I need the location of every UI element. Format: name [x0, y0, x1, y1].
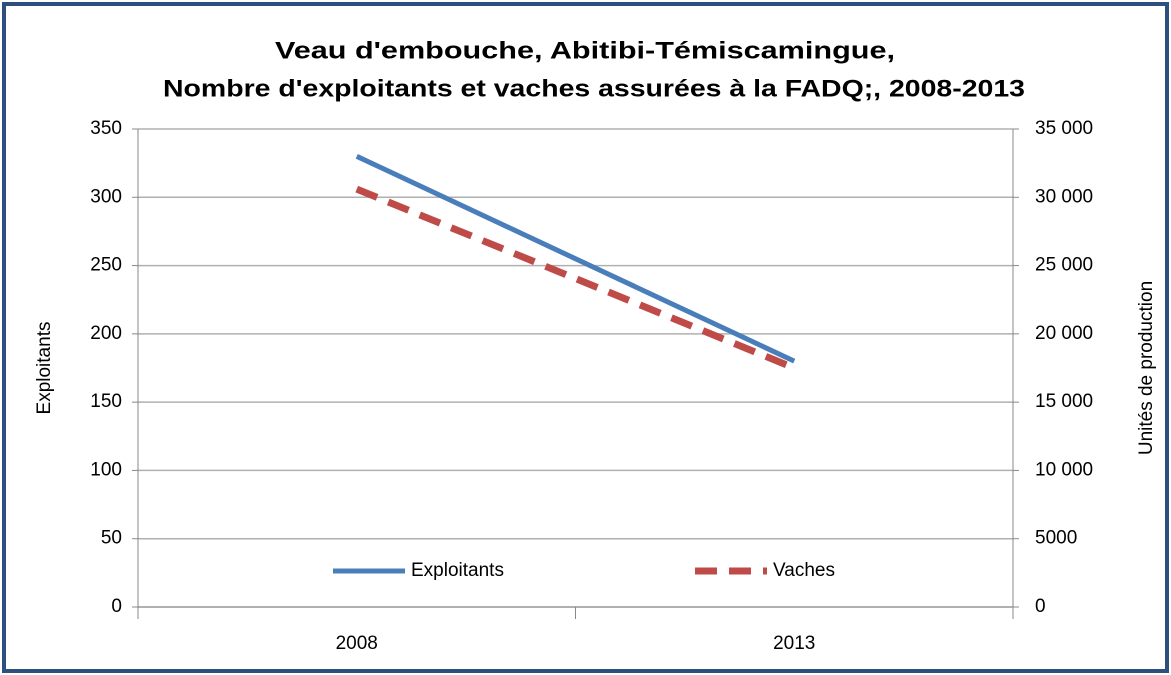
y2-tick-label: 25 000 [1035, 255, 1093, 276]
y2-tick-label: 5000 [1035, 528, 1077, 549]
y2-tick-label: 10 000 [1035, 459, 1093, 480]
y-tick-label: 100 [90, 459, 122, 480]
y-tick-label: 50 [101, 528, 122, 549]
legend-label: Exploitants [411, 560, 504, 581]
y-tick-label: 350 [90, 118, 122, 139]
y2-tick-label: 35 000 [1035, 118, 1093, 139]
y-tick-label: 200 [90, 323, 122, 344]
series-line [355, 154, 796, 364]
y2-tick-label: 30 000 [1035, 186, 1093, 207]
y-tick-label: 0 [111, 596, 122, 617]
x-tick-label: 2008 [336, 633, 378, 654]
y2-tick-label: 20 000 [1035, 323, 1093, 344]
y2-tick-label: 0 [1035, 596, 1046, 617]
y-tick-label: 300 [90, 186, 122, 207]
chart-title: Nombre d'exploitants et vaches assurées … [163, 75, 1025, 102]
legend-label: Vaches [773, 560, 835, 581]
y-axis-label: Exploitants [34, 322, 55, 415]
series-line [355, 185, 796, 372]
y2-axis-label: Unités de production [1136, 281, 1157, 455]
x-tick-label: 2013 [773, 633, 815, 654]
chart-title: Veau d'embouche, Abitibi-Témiscamingue, [275, 37, 895, 64]
y2-tick-label: 15 000 [1035, 391, 1093, 412]
y-tick-label: 250 [90, 255, 122, 276]
y-tick-label: 150 [90, 391, 122, 412]
